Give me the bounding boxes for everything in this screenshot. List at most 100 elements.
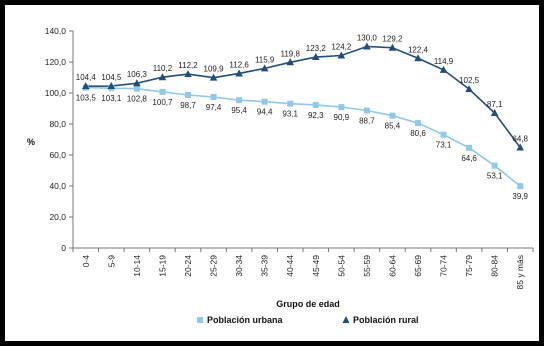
urban-point [159, 88, 166, 95]
urban-data-label: 100,7 [152, 98, 173, 107]
rural-data-label: 119,8 [281, 49, 301, 58]
x-tick-label: 55-59 [362, 255, 372, 277]
rural-point [81, 82, 90, 90]
y-tick-labels: 0 20,0 40,0 60,0 80,0 100,0 120,0 140,0 [45, 26, 67, 253]
legend-label-urban: Población urbana [207, 315, 284, 325]
rural-data-label: 123,2 [306, 44, 327, 53]
rural-data-label: 124,2 [331, 42, 352, 51]
urban-data-label: 97,4 [206, 103, 222, 112]
urban-data-label: 80,6 [410, 129, 426, 138]
urban-data-label: 94,4 [257, 108, 273, 117]
rural-data-label: 104,4 [76, 73, 97, 82]
series-markers [81, 42, 525, 190]
rural-data-label: 109,9 [204, 65, 225, 74]
rural-point [158, 73, 167, 81]
x-tick-label: 85 y más [515, 255, 525, 290]
rural-data-label: 106,3 [127, 70, 148, 79]
urban-point [312, 101, 319, 108]
urban-data-label: 53,1 [487, 172, 503, 181]
urban-point [338, 104, 345, 111]
rural-point [363, 42, 371, 50]
urban-point [491, 162, 498, 169]
urban-data-label: 64,6 [461, 154, 477, 163]
urban-data-label: 88,7 [359, 117, 375, 126]
rural-point [209, 73, 218, 81]
x-tick-label: 70-74 [439, 255, 449, 277]
y-tick-label: 40,0 [49, 181, 66, 191]
y-tick-label: 60,0 [49, 150, 66, 160]
rural-data-label: 122,4 [408, 45, 429, 54]
urban-data-label: 92,3 [308, 111, 324, 120]
rural-point [388, 43, 397, 51]
rural-data-label: 104,5 [101, 73, 122, 82]
rural-data-label: 130,0 [357, 34, 378, 43]
urban-data-label: 102,8 [127, 95, 148, 104]
urban-data-label: 98,7 [180, 101, 196, 110]
rural-series-line [85, 45, 521, 149]
x-tick-label: 30-34 [234, 255, 244, 277]
urban-point [415, 120, 421, 127]
urban-point [210, 94, 217, 101]
rural-point [311, 53, 320, 61]
x-tick-label: 20-24 [183, 255, 193, 277]
rural-point [465, 85, 473, 93]
x-tick-label: 10-14 [132, 255, 142, 277]
rural-point [184, 70, 192, 78]
urban-data-label: 39,9 [512, 192, 528, 201]
legend-swatch-rural [342, 316, 350, 323]
rural-point [107, 82, 116, 90]
x-axis-title: Grupo de edad [276, 299, 340, 309]
rural-point [337, 51, 346, 59]
rural-data-label: 110,2 [153, 64, 173, 73]
y-tick-label: 20,0 [49, 212, 66, 222]
rural-point [133, 79, 141, 87]
x-tick-label: 35-39 [260, 255, 270, 277]
x-tick-label: 60-64 [387, 255, 397, 277]
x-tick-label: 45-49 [311, 255, 321, 277]
x-tick-label: 50-54 [336, 255, 346, 277]
y-tick-label: 120,0 [45, 57, 67, 67]
x-tick-labels: 0-4 5-9 10-14 15-19 20-24 25-29 30-34 35-39 40-4… [81, 255, 525, 290]
x-tick-label: 40-44 [285, 255, 295, 277]
x-tick-label: 15-19 [157, 255, 167, 277]
legend-swatch-urban [197, 317, 203, 323]
urban-point [440, 131, 447, 138]
urban-data-label: 103,1 [101, 94, 122, 103]
urban-data-label: 73,1 [436, 141, 452, 150]
legend-label-rural: Población rural [353, 315, 419, 325]
rural-data-label: 112,2 [178, 61, 198, 70]
rural-data-label: 115,9 [255, 55, 275, 64]
urban-series-line [85, 86, 521, 187]
line-chart: 0 20,0 40,0 60,0 80,0 100,0 120,0 140,0 0-4 5-9 1… [27, 26, 534, 325]
rural-point [516, 143, 525, 151]
rural-data-label: 87,1 [487, 100, 503, 109]
x-tick-label: 65-69 [413, 255, 423, 277]
urban-point [389, 112, 396, 119]
urban-data-label: 85,4 [385, 122, 401, 131]
x-tick-label: 5-9 [106, 255, 116, 268]
legend: Población urbana Población rural [197, 315, 419, 325]
rural-data-label: 114,9 [434, 57, 454, 66]
y-tick-label: 0 [61, 243, 66, 253]
chart-area: 0 20,0 40,0 60,0 80,0 100,0 120,0 140,0 0-4 5-9 1… [5, 5, 539, 341]
rural-point [235, 69, 243, 77]
urban-point [185, 92, 191, 99]
rural-point [414, 54, 422, 62]
y-tick-label: 80,0 [49, 119, 66, 129]
urban-point [133, 85, 140, 92]
rural-data-label: 64,8 [512, 135, 528, 144]
y-tick-label: 140,0 [45, 26, 67, 36]
urban-point [466, 144, 473, 151]
urban-data-label: 103,5 [76, 94, 97, 103]
urban-point [363, 107, 370, 114]
series-lines [85, 45, 521, 187]
urban-point [287, 100, 294, 107]
rural-data-label: 112,6 [229, 60, 249, 69]
axes [69, 30, 534, 252]
x-tick-label: 80-84 [490, 255, 500, 277]
x-tick-label: 75-79 [464, 255, 474, 277]
urban-point [261, 98, 268, 105]
y-axis-title: % [27, 137, 35, 147]
urban-point [517, 183, 524, 190]
